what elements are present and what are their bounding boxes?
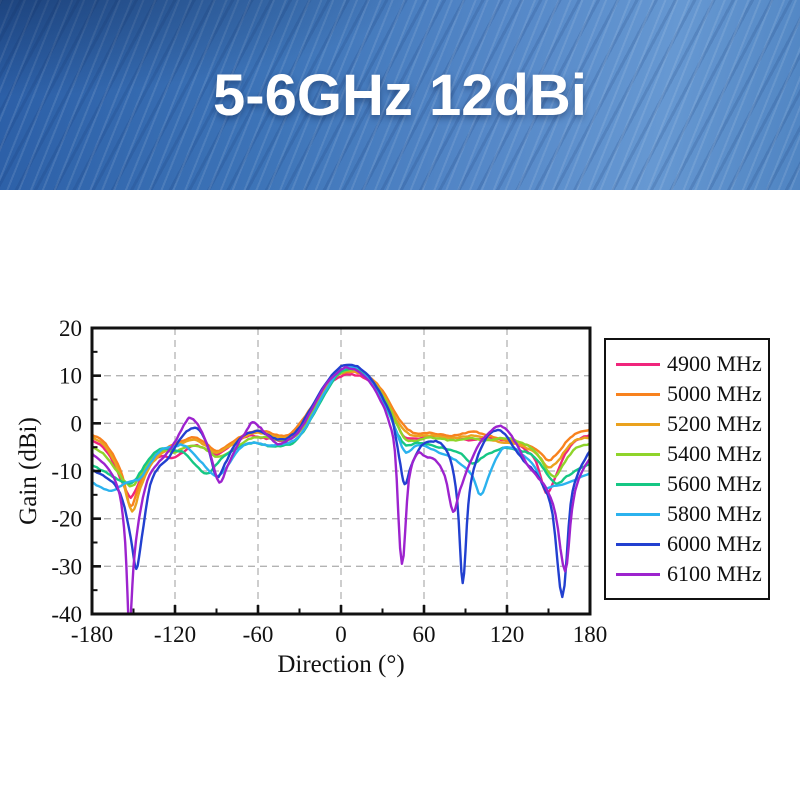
legend-item: 5600 MHz — [616, 469, 762, 499]
legend-line-icon — [616, 362, 660, 366]
gain-plot: -180 -120 -60 0 60 120 180 20 10 0 -10 -20 -30 -40 Dir… — [15, 316, 607, 678]
curves — [92, 363, 590, 614]
y-tick-label: 0 — [71, 411, 83, 436]
x-tick-label: -120 — [154, 622, 196, 647]
y-tick-label: -30 — [51, 554, 82, 579]
y-tick-label: -20 — [51, 507, 82, 532]
legend-label: 5400 MHz — [667, 441, 762, 466]
legend-item: 6000 MHz — [616, 529, 762, 559]
x-tick-label: 120 — [490, 622, 525, 647]
y-axis-title: Gain (dBi) — [15, 417, 42, 525]
x-tick-label: -180 — [71, 622, 113, 647]
legend-line-icon — [616, 542, 660, 546]
gain-pattern-chart: -180 -120 -60 0 60 120 180 20 10 0 -10 -20 -30 -40 Dir… — [0, 290, 800, 720]
legend-line-icon — [616, 482, 660, 486]
y-tick-label: 10 — [59, 364, 82, 389]
chart-legend: 4900 MHz 5000 MHz 5200 MHz 5400 MHz 5600 MHz… — [604, 338, 770, 600]
legend-line-icon — [616, 422, 660, 426]
y-tick-label: 20 — [59, 316, 82, 341]
x-tick-label: 180 — [573, 622, 608, 647]
banner: 5-6GHz 12dBi — [0, 0, 800, 190]
legend-item: 5400 MHz — [616, 439, 762, 469]
legend-label: 5000 MHz — [667, 381, 762, 406]
legend-item: 6100 MHz — [616, 559, 762, 589]
y-tick-label: -40 — [51, 602, 82, 627]
legend-item: 5800 MHz — [616, 499, 762, 529]
y-tick-label: -10 — [51, 459, 82, 484]
legend-line-icon — [616, 572, 660, 576]
x-tick-label: 60 — [413, 622, 436, 647]
legend-label: 5200 MHz — [667, 411, 762, 436]
legend-line-icon — [616, 512, 660, 516]
legend-item: 5200 MHz — [616, 409, 762, 439]
legend-item: 5000 MHz — [616, 379, 762, 409]
tick-labels: -180 -120 -60 0 60 120 180 20 10 0 -10 -20 -30 -40 — [51, 316, 607, 647]
legend-line-icon — [616, 392, 660, 396]
x-tick-label: 0 — [335, 622, 347, 647]
axis-ticks — [90, 326, 592, 616]
curve-6100-mhz — [92, 366, 590, 614]
legend-item: 4900 MHz — [616, 349, 762, 379]
legend-line-icon — [616, 452, 660, 456]
curve-6000-mhz — [92, 363, 590, 599]
banner-title: 5-6GHz 12dBi — [213, 62, 587, 128]
legend-label: 6100 MHz — [667, 561, 762, 586]
legend-label: 4900 MHz — [667, 351, 762, 376]
legend-label: 6000 MHz — [667, 531, 762, 556]
x-tick-label: -60 — [243, 622, 274, 647]
legend-label: 5600 MHz — [667, 471, 762, 496]
legend-label: 5800 MHz — [667, 501, 762, 526]
x-axis-title: Direction (°) — [277, 651, 404, 678]
